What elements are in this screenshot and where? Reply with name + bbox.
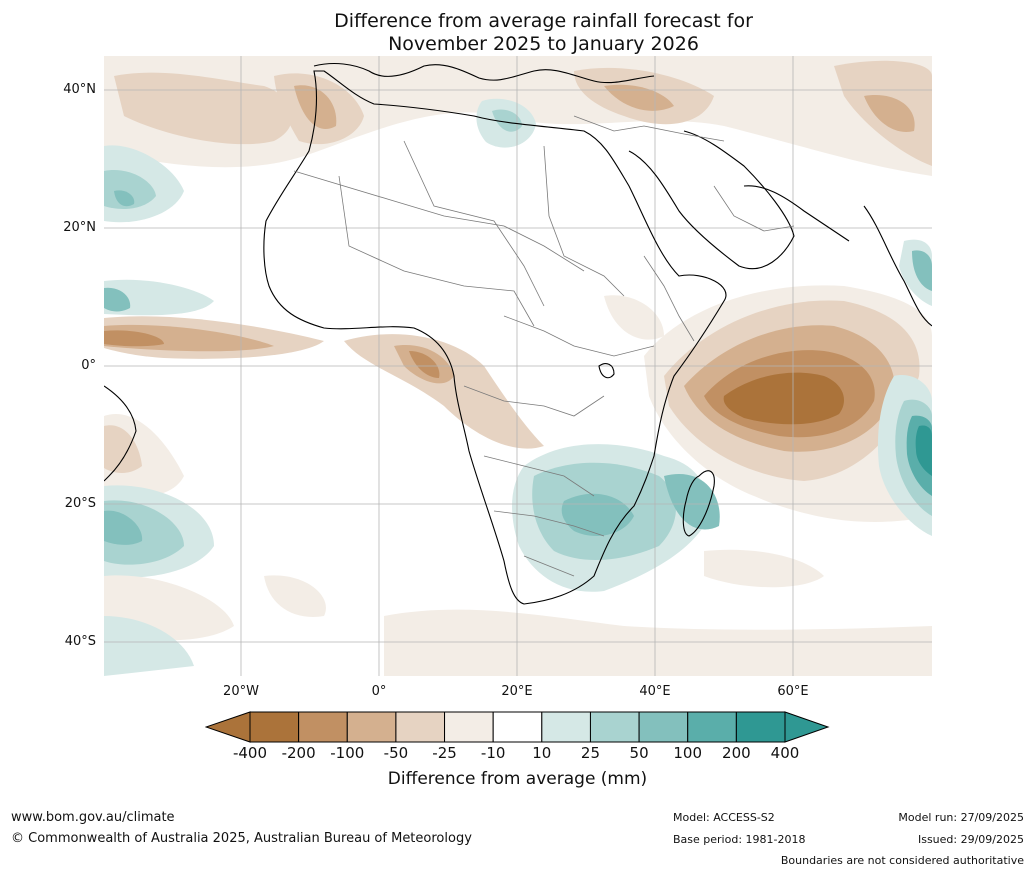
colorbar-cell (249, 711, 300, 743)
anomaly-shading (104, 56, 932, 676)
lon-label-20e: 20°E (501, 684, 533, 699)
colorbar-cell (638, 711, 689, 743)
colorbar-extend-low (205, 711, 251, 743)
title-line-1: Difference from average rainfall forecas… (334, 10, 753, 32)
country-boundaries (293, 115, 795, 577)
rainfall-anomaly-map (104, 56, 932, 676)
colorbar-tick-label: -10 (480, 744, 506, 762)
colorbar-tick-label: -50 (383, 744, 409, 762)
issued-date: Issued: 29/09/2025 (917, 833, 1024, 846)
coastline (104, 62, 932, 605)
model-run: Model run: 27/09/2025 (898, 811, 1024, 824)
colorbar-cell (492, 711, 543, 743)
colorbar-cell (395, 711, 446, 743)
lon-label-60e: 60°E (777, 684, 809, 699)
base-period: Base period: 1981-2018 (673, 833, 806, 846)
model-name: Model: ACCESS-S2 (673, 811, 775, 824)
lat-label-20n: 20°N (63, 220, 96, 235)
colorbar-cell (687, 711, 737, 743)
website-link[interactable]: www.bom.gov.au/climate (11, 810, 175, 825)
colorbar-tick-label: -200 (281, 744, 316, 762)
title-line-2: November 2025 to January 2026 (388, 33, 699, 55)
colorbar-cell (589, 711, 640, 743)
colorbar-cell (444, 711, 494, 743)
colorbar-tick-label: -100 (330, 744, 365, 762)
colorbar-cell (346, 711, 397, 743)
copyright-text: © Commonwealth of Australia 2025, Austra… (11, 831, 472, 846)
colorbar-tick-label: 100 (673, 744, 703, 762)
lat-label-40n: 40°N (63, 82, 96, 97)
lat-label-40s: 40°S (64, 634, 96, 649)
colorbar-extend-high (784, 711, 830, 743)
colorbar-tick-label: 25 (580, 744, 600, 762)
map-title: Difference from average rainfall forecas… (0, 10, 1035, 56)
boundaries-disclaimer: Boundaries are not considered authoritat… (780, 854, 1024, 867)
colorbar-cells (249, 711, 786, 743)
colorbar-cell (298, 711, 348, 743)
lon-label-40e: 40°E (639, 684, 671, 699)
colorbar-title: Difference from average (mm) (387, 769, 648, 789)
colorbar-tick-label: 10 (532, 744, 552, 762)
lon-label-0: 0° (371, 684, 387, 699)
lon-label-20w: 20°W (223, 684, 259, 699)
colorbar-tick-label: 50 (629, 744, 649, 762)
lat-label-0: 0° (81, 358, 96, 373)
graticule (104, 56, 932, 676)
lat-label-20s: 20°S (64, 496, 96, 511)
colorbar-cell (541, 711, 591, 743)
colorbar-cell (735, 711, 786, 743)
colorbar (205, 711, 830, 743)
colorbar-tick-label: 200 (722, 744, 751, 762)
colorbar-tick-label: -25 (432, 744, 457, 762)
colorbar-tick-label: -400 (232, 744, 268, 762)
colorbar-tick-label: 400 (770, 744, 800, 762)
